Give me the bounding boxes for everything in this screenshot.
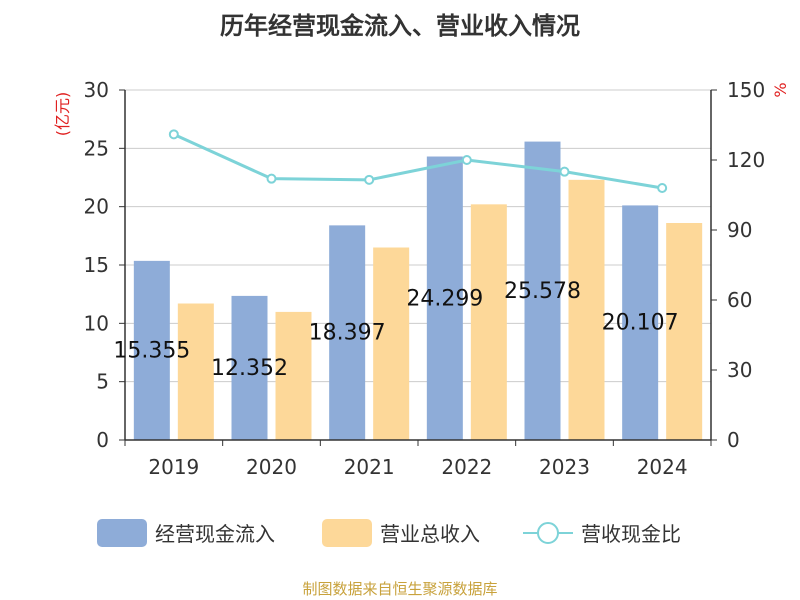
left-tick-label: 10 — [84, 311, 109, 335]
x-tick-label: 2022 — [441, 455, 492, 479]
legend-swatch-revenue — [322, 518, 372, 547]
bar-revenue — [373, 247, 410, 440]
line-cash-ratio — [173, 132, 663, 190]
data-label: 15.355 — [113, 338, 190, 363]
point-cash-ratio — [657, 183, 668, 193]
legend-label-cash-inflow: 经营现金流入 — [155, 522, 275, 546]
right-tick-label: 0 — [727, 428, 740, 452]
data-label: 24.299 — [406, 286, 483, 311]
label-layer: 15.355 12.352 18.397 24.299 25.578 20.107 — [113, 279, 678, 381]
x-tick-label: 2020 — [246, 455, 297, 479]
bar-revenue — [470, 204, 507, 440]
legend-item-revenue[interactable]: 营业总收入 — [322, 518, 480, 547]
legend-swatch-cash-ratio — [523, 519, 573, 547]
point-cash-ratio — [364, 174, 375, 185]
legend-swatch-cash-inflow — [97, 518, 147, 547]
bar-cash-inflow — [231, 295, 268, 440]
point-cash-ratio — [559, 166, 570, 177]
x-tick-label: 2023 — [539, 455, 590, 479]
point-cash-ratio — [266, 173, 277, 184]
legend-item-cash-ratio[interactable]: 营收现金比 — [523, 518, 681, 547]
right-axis-unit: % — [771, 82, 790, 97]
x-tick-label: 2019 — [148, 455, 199, 479]
left-tick-label: 25 — [84, 136, 109, 160]
x-tick-label: 2024 — [637, 455, 688, 479]
legend-item-cash-inflow[interactable]: 经营现金流入 — [97, 518, 275, 547]
point-cash-ratio — [461, 155, 472, 165]
chart-title: 历年经营现金流入、营业收入情况 — [220, 12, 580, 40]
x-tick-label: 2021 — [344, 455, 395, 479]
bars-layer — [133, 141, 703, 441]
left-tick-label: 20 — [84, 195, 109, 219]
bar-cash-inflow — [524, 141, 561, 440]
right-tick-label: 30 — [727, 358, 752, 382]
bar-revenue — [177, 303, 214, 440]
right-tick-label: 150 — [727, 78, 765, 102]
legend: 经营现金流入 营业总收入 营收现金比 — [0, 518, 800, 552]
bar-revenue — [666, 223, 703, 440]
left-tick-label: 30 — [84, 78, 109, 102]
right-tick-label: 90 — [727, 218, 752, 242]
bar-revenue — [275, 311, 312, 440]
right-tick-label: 120 — [727, 148, 765, 172]
bar-cash-inflow — [133, 260, 170, 440]
data-label: 20.107 — [602, 311, 679, 336]
left-tick-label: 5 — [96, 370, 109, 394]
bar-revenue — [568, 179, 605, 441]
data-label: 25.578 — [504, 279, 581, 304]
point-cash-ratio — [168, 129, 179, 140]
line-layer — [168, 129, 668, 193]
bar-cash-inflow — [622, 205, 659, 440]
axis-layer: 0 5 10 15 20 25 30 0 30 60 90 120 150 2019 2020 2021 202… — [53, 78, 790, 479]
data-label: 12.352 — [211, 356, 288, 381]
legend-label-revenue: 营业总收入 — [380, 522, 480, 546]
bar-cash-inflow — [426, 156, 463, 441]
source-note: 制图数据来自恒生聚源数据库 — [302, 580, 498, 598]
legend-label-cash-ratio: 营收现金比 — [581, 522, 681, 546]
right-tick-label: 60 — [727, 288, 752, 312]
bar-cash-inflow — [329, 225, 366, 440]
left-tick-label: 0 — [96, 428, 109, 452]
grid-layer — [125, 89, 711, 383]
data-label: 18.397 — [309, 321, 386, 346]
left-tick-label: 15 — [84, 253, 109, 277]
left-axis-unit: (亿元) — [53, 92, 72, 137]
